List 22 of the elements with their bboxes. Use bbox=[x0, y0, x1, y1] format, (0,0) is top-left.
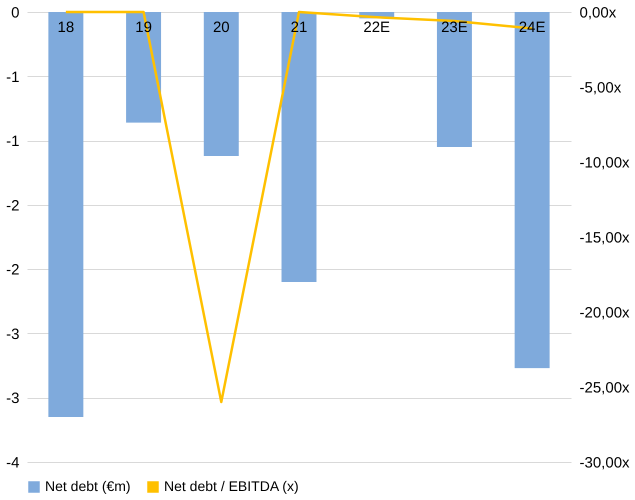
legend-label: Net debt / EBITDA (x) bbox=[164, 478, 299, 494]
x-tick-label: 18 bbox=[58, 19, 74, 36]
y2-tick-label: -5,00x bbox=[580, 80, 622, 96]
x-tick-label: 22E bbox=[363, 19, 390, 36]
x-tick-label: 24E bbox=[518, 19, 546, 36]
y2-tick-label: -30,00x bbox=[580, 454, 630, 472]
y-tick-label: -2 bbox=[6, 262, 20, 279]
x-tick-label: 20 bbox=[212, 19, 230, 36]
y-tick-label: -3 bbox=[6, 326, 20, 343]
y2-tick-label: -15,00x bbox=[580, 230, 630, 246]
y-tick-label: -1 bbox=[6, 133, 20, 150]
y-tick-label: -1 bbox=[6, 68, 20, 86]
y2-tick-label: -10,00x bbox=[580, 154, 630, 172]
y2-tick-label: -20,00x bbox=[580, 304, 630, 322]
y-tick-label: 0 bbox=[11, 4, 20, 22]
y-tick-label: -4 bbox=[6, 454, 20, 472]
y2-tick-label: -25,00x bbox=[580, 380, 630, 396]
x-tick-label: 23E bbox=[441, 19, 468, 36]
y-tick-label: -2 bbox=[6, 197, 20, 214]
legend-label: Net debt (€m) bbox=[45, 478, 131, 494]
y-tick-label: -3 bbox=[6, 390, 20, 408]
y2-tick-label: 0,00x bbox=[580, 4, 617, 22]
